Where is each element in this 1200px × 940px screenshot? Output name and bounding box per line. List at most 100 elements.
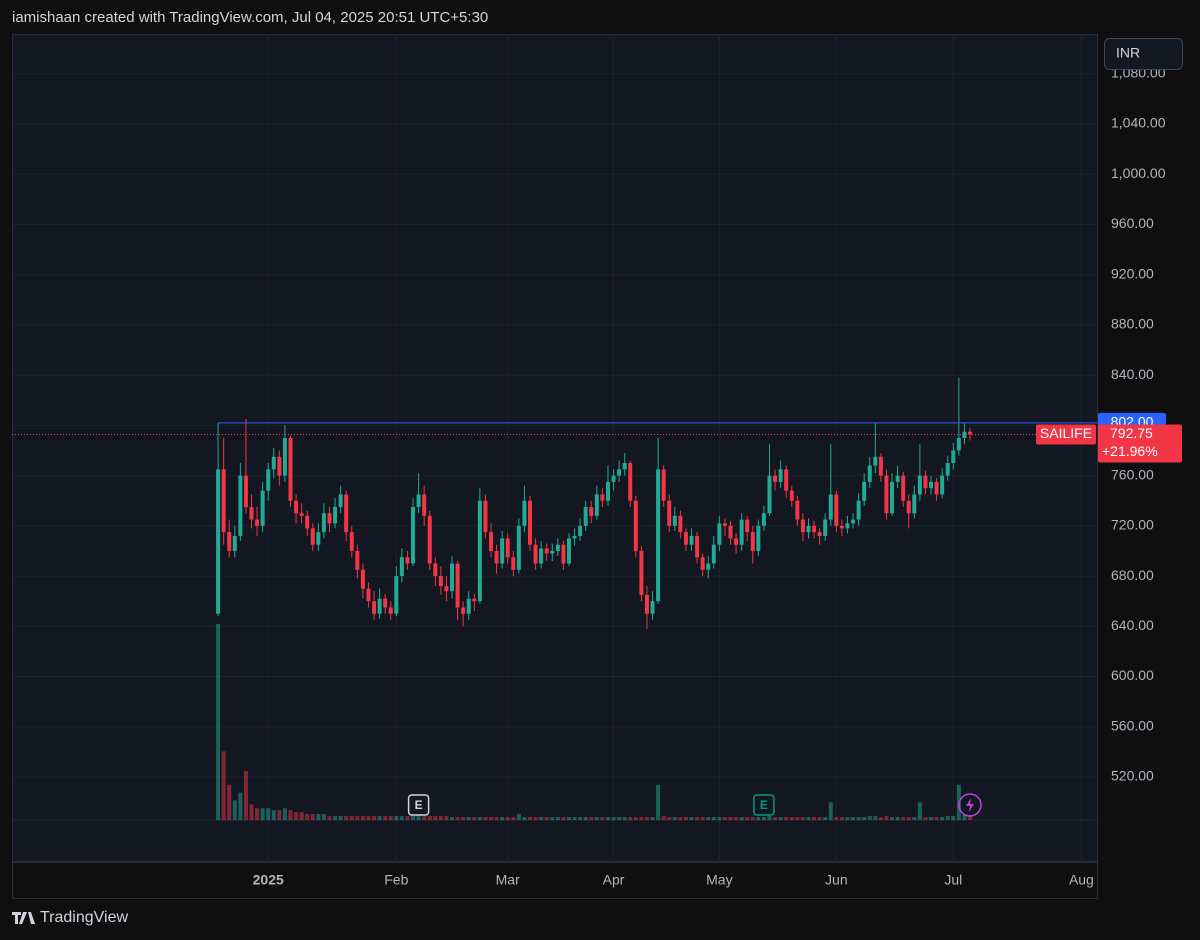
candle-body: [550, 550, 555, 554]
volume-bar: [700, 817, 705, 820]
candle-body: [327, 513, 332, 524]
y-tick-label: 1,000.00: [1111, 165, 1166, 181]
currency-label[interactable]: INR: [1116, 45, 1140, 61]
volume-bar: [344, 816, 349, 820]
candle-body: [500, 538, 505, 564]
candle-body: [722, 523, 727, 526]
y-tick-label: 640.00: [1111, 617, 1154, 633]
volume-bar: [968, 816, 973, 820]
volume-bar: [795, 817, 800, 820]
volume-bar: [583, 817, 588, 820]
candle-body: [945, 463, 950, 476]
candle-body: [605, 481, 610, 501]
candle-body: [433, 563, 438, 577]
candle-body: [316, 532, 321, 545]
volume-bar: [377, 816, 382, 820]
volume-bar: [856, 817, 861, 820]
volume-bar: [834, 817, 839, 820]
volume-bar: [516, 814, 521, 820]
volume-bar: [628, 817, 633, 820]
candle-body: [706, 563, 711, 570]
volume-bar: [372, 816, 377, 820]
candle-body: [477, 500, 482, 602]
candle-body: [539, 548, 544, 564]
candle-body: [656, 469, 661, 602]
volume-bar: [533, 817, 538, 820]
candle-body: [728, 525, 733, 539]
volume-bar: [672, 817, 677, 820]
candle-body: [594, 494, 599, 516]
volume-bar: [890, 817, 895, 820]
candle-body: [249, 507, 254, 520]
volume-bar: [455, 817, 460, 820]
volume-bar: [828, 802, 833, 820]
candle-body: [901, 475, 906, 501]
volume: [216, 624, 973, 820]
volume-bar: [489, 817, 494, 820]
candle-body: [622, 463, 627, 470]
y-tick-label: 840.00: [1111, 366, 1154, 382]
volume-bar: [327, 816, 332, 820]
volume-bar: [255, 808, 260, 820]
volume-bar: [739, 817, 744, 820]
candle-body: [795, 500, 800, 520]
volume-bar: [355, 816, 360, 820]
candle-body: [683, 532, 688, 545]
candle-body: [444, 586, 449, 592]
candle-body: [388, 607, 393, 614]
volume-bar: [800, 817, 805, 820]
candle-body: [282, 437, 287, 476]
symbol-label: SAILIFE: [1040, 425, 1092, 441]
volume-bar: [249, 804, 254, 820]
volume-bar: [422, 816, 427, 820]
y-tick-label: 1,040.00: [1111, 115, 1166, 131]
candle-body: [566, 538, 571, 564]
volume-bar: [667, 817, 672, 820]
candle-body: [761, 513, 766, 526]
volume-bar: [450, 817, 455, 820]
time-axis: [12, 862, 1098, 899]
volume-bar: [717, 817, 722, 820]
volume-bar: [695, 817, 700, 820]
volume-bar: [572, 817, 577, 820]
candle-body: [461, 607, 466, 614]
candle-body: [527, 500, 532, 545]
currency-button[interactable]: [1104, 38, 1183, 70]
volume-bar: [399, 816, 404, 820]
candle-body: [344, 494, 349, 533]
candle-body: [422, 494, 427, 516]
volume-bar: [600, 817, 605, 820]
volume-bar: [266, 808, 271, 820]
candle-body: [617, 469, 622, 476]
volume-bar: [305, 814, 310, 820]
volume-bar: [316, 814, 321, 820]
candle-body: [516, 525, 521, 570]
candle-body: [266, 469, 271, 491]
volume-bar: [477, 817, 482, 820]
volume-bar: [438, 816, 443, 820]
candle-body: [862, 481, 867, 501]
candle-body: [310, 528, 315, 545]
candle-body: [700, 557, 705, 570]
candle-body: [778, 469, 783, 482]
volume-bar: [271, 810, 276, 820]
candle-body: [416, 494, 421, 508]
plot-area: [12, 34, 1098, 862]
candle-body: [678, 515, 683, 533]
candle-body: [466, 598, 471, 614]
volume-bar: [812, 817, 817, 820]
candle-body: [232, 535, 237, 551]
event-label: E: [760, 798, 768, 812]
volume-bar: [527, 817, 532, 820]
volume-bar: [734, 817, 739, 820]
y-tick-label: 760.00: [1111, 466, 1154, 482]
candle-body: [789, 490, 794, 501]
candle-body: [633, 500, 638, 551]
button[interactable]: INR: [1104, 38, 1183, 70]
volume-bar: [873, 816, 878, 820]
candle-body: [906, 500, 911, 514]
candle-body: [951, 450, 956, 464]
volume-bar: [867, 816, 872, 820]
candle-body: [360, 569, 365, 589]
